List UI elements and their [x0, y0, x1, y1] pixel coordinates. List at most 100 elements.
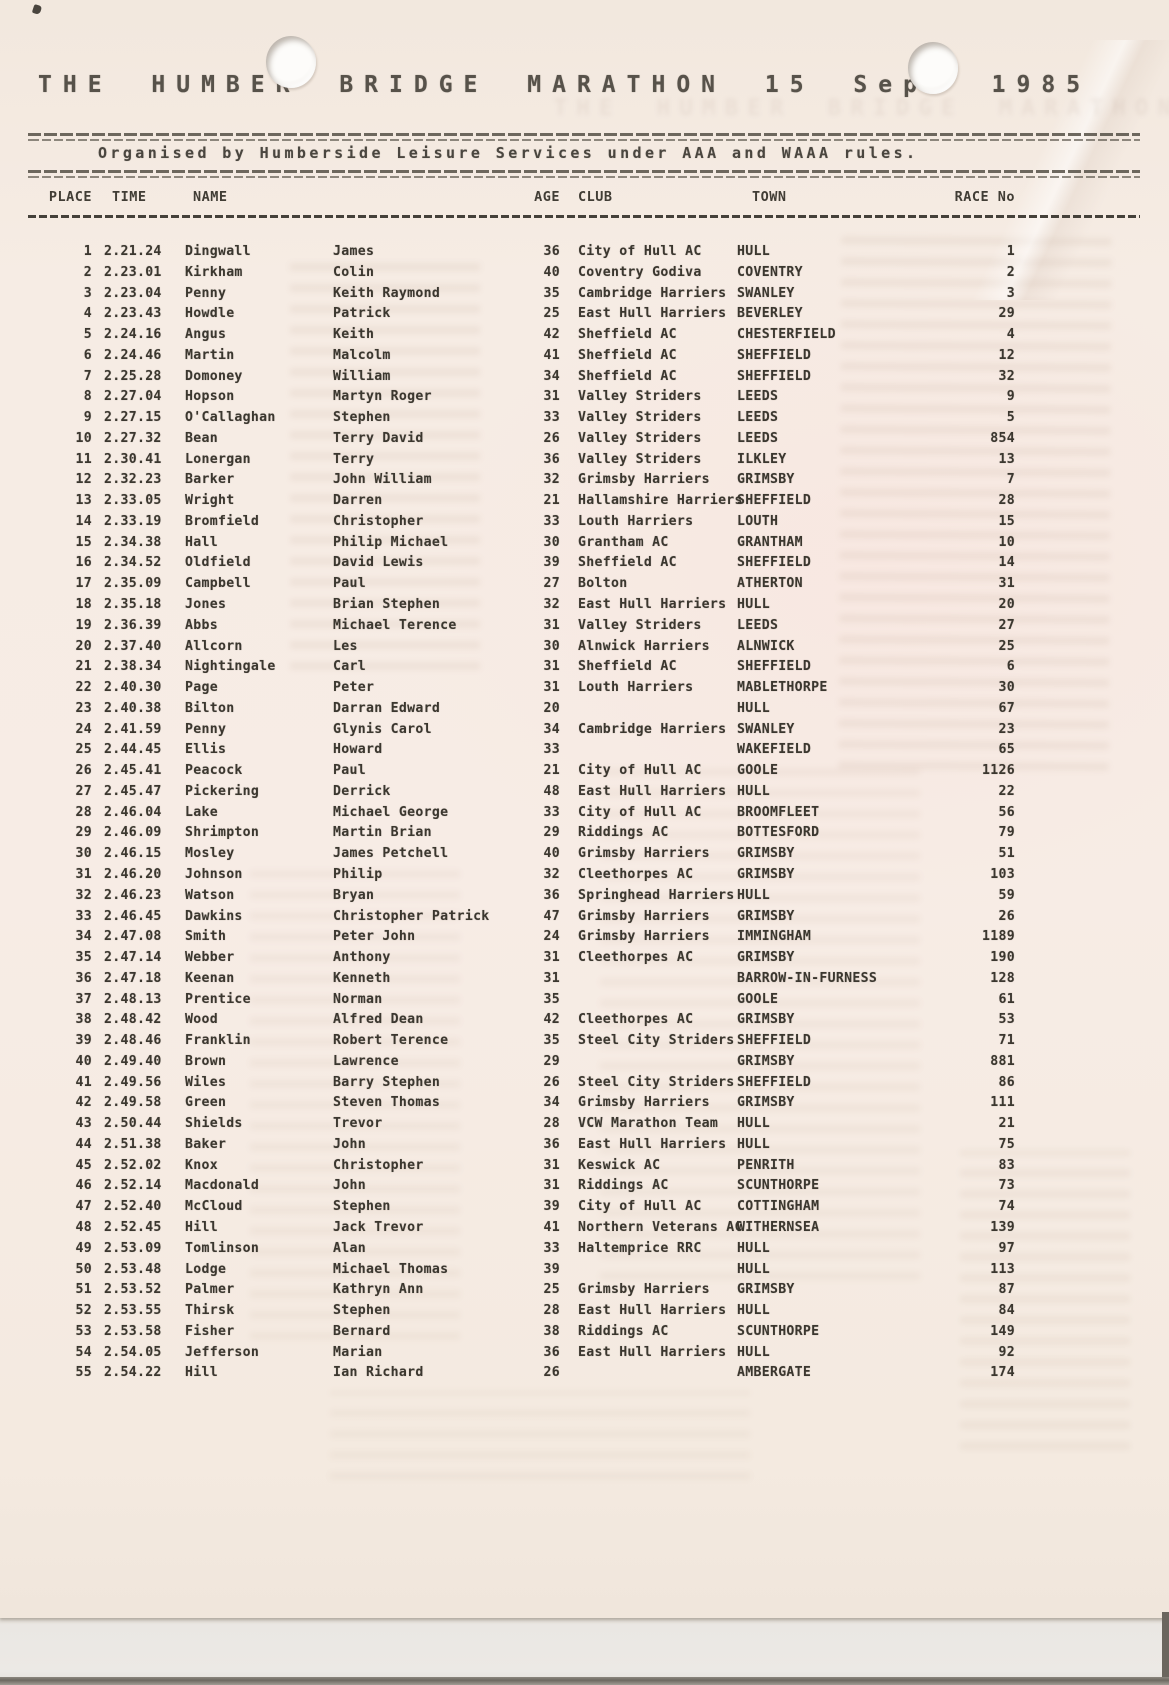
cell-forename: Patrick [333, 306, 391, 322]
cell-town: GRIMSBY [737, 472, 795, 488]
cell-town: LEEDS [737, 410, 779, 426]
cell-place: 45 [75, 1157, 92, 1173]
cell-surname: Jefferson [185, 1344, 260, 1360]
cell-race-no: 111 [990, 1095, 1015, 1111]
cell-club: City of Hull AC [578, 244, 702, 259]
table-row: 49 2.53.09 Tomlinson Alan 33 Haltemprice RRC H… [30, 1239, 1015, 1260]
cell-surname: Brown [185, 1053, 227, 1069]
cell-age: 31 [543, 389, 560, 405]
cell-race-no: 20 [998, 597, 1015, 613]
cell-age: 40 [543, 846, 560, 862]
cell-surname: O'Callaghan [185, 410, 276, 426]
cell-forename: John William [333, 472, 432, 488]
cell-age: 28 [543, 1303, 560, 1319]
cell-surname: Palmer [185, 1282, 235, 1298]
cell-time: 2.48.46 [104, 1033, 162, 1049]
cell-age: 32 [543, 597, 560, 613]
cell-time: 2.45.47 [104, 783, 162, 799]
cell-forename: Glynis Carol [333, 721, 432, 737]
cell-surname: Hill [185, 1219, 218, 1235]
cell-forename: David Lewis [333, 555, 424, 571]
cell-time: 2.45.41 [104, 763, 162, 779]
cell-age: 31 [543, 950, 560, 966]
cell-club: Sheffield AC [578, 327, 677, 343]
cell-race-no: 113 [990, 1261, 1015, 1277]
table-row: 4 2.23.43 Howdle Patrick 25 East Hull Harrier… [30, 304, 1015, 325]
cell-forename: Terry David [333, 430, 424, 446]
cell-town: SHEFFIELD [737, 659, 812, 675]
cell-race-no: 87 [998, 1282, 1015, 1298]
table-row: 44 2.51.38 Baker John 36 East Hull Harriers HU… [30, 1135, 1015, 1156]
cell-place: 22 [75, 680, 92, 696]
cell-time: 2.53.48 [104, 1261, 162, 1277]
cell-race-no: 59 [998, 887, 1015, 903]
cell-race-no: 74 [998, 1199, 1015, 1215]
cell-club: Haltemprice RRC [578, 1240, 702, 1256]
cell-club [560, 1363, 737, 1384]
cell-surname: Jones [185, 597, 227, 613]
cell-time: 2.27.32 [104, 430, 162, 446]
cell-age: 36 [543, 887, 560, 903]
cell-age: 35 [543, 285, 560, 301]
cell-race-no: 2 [1006, 264, 1015, 280]
cell-place: 31 [75, 866, 92, 882]
table-row: 3 2.23.04 Penny Keith Raymond 35 Cambridge Ha… [30, 284, 1015, 305]
cell-forename: Stephen [333, 1199, 391, 1215]
cell-age: 36 [543, 244, 560, 259]
cell-time: 2.52.14 [104, 1178, 162, 1194]
table-row: 52 2.53.55 Thirsk Stephen 28 East Hull Harrie… [30, 1301, 1015, 1322]
cell-forename: Christopher [333, 1157, 424, 1173]
cell-time: 2.52.02 [104, 1157, 162, 1173]
cell-forename: Peter [333, 680, 375, 696]
cell-time: 2.46.04 [104, 804, 162, 820]
cell-race-no: 10 [998, 534, 1015, 550]
cell-town: ILKLEY [737, 451, 787, 467]
cell-age: 34 [543, 721, 560, 737]
cell-town: AMBERGATE [737, 1365, 812, 1381]
cell-surname: McCloud [185, 1199, 243, 1215]
cell-time: 2.52.45 [104, 1219, 162, 1235]
cell-age: 31 [543, 617, 560, 633]
cell-forename: Paul [333, 763, 366, 779]
cell-forename: Howard [333, 742, 383, 758]
cell-club: Keswick AC [578, 1157, 661, 1173]
cell-town: LEEDS [737, 430, 779, 446]
cell-club: Cleethorpes AC [578, 1012, 694, 1028]
cell-time: 2.52.40 [104, 1199, 162, 1215]
cell-age: 20 [543, 700, 560, 716]
cell-time: 2.46.09 [104, 825, 162, 841]
cell-race-no: 14 [998, 555, 1015, 571]
table-row: 11 2.30.41 Lonergan Terry 36 Valley Striders I… [30, 450, 1015, 471]
cell-time: 2.23.04 [104, 285, 162, 301]
cell-time: 2.46.15 [104, 846, 162, 862]
cell-time: 2.53.52 [104, 1282, 162, 1298]
cell-surname: Macdonald [185, 1178, 260, 1194]
cell-age: 30 [543, 534, 560, 550]
cell-place: 18 [75, 597, 92, 613]
cell-time: 2.46.45 [104, 908, 162, 924]
cell-club: Springhead Harriers [578, 887, 735, 903]
cell-age: 31 [543, 1178, 560, 1194]
cell-place: 9 [83, 410, 92, 426]
cell-age: 26 [543, 430, 560, 446]
cell-age: 26 [543, 1365, 560, 1381]
cell-club: Northern Veterans AC [578, 1219, 743, 1235]
cell-place: 35 [75, 950, 92, 966]
cell-surname: Tomlinson [185, 1240, 260, 1256]
cell-club: East Hull Harriers [578, 1303, 727, 1319]
cell-age: 27 [543, 576, 560, 592]
cell-race-no: 26 [998, 908, 1015, 924]
cell-place: 33 [75, 908, 92, 924]
cell-surname: Bilton [185, 700, 235, 716]
table-row: 5 2.24.16 Angus Keith 42 Sheffield AC CHESTERF… [30, 325, 1015, 346]
cell-race-no: 92 [998, 1344, 1015, 1360]
cell-club: Hallamshire Harriers [578, 493, 743, 509]
cell-race-no: 6 [1006, 659, 1015, 675]
cell-surname: Fisher [185, 1323, 235, 1339]
cell-time: 2.48.42 [104, 1012, 162, 1028]
cell-town: SCUNTHORPE [737, 1178, 820, 1194]
cell-time: 2.49.40 [104, 1053, 162, 1069]
cell-age: 31 [543, 659, 560, 675]
cell-place: 23 [75, 700, 92, 716]
cell-place: 51 [75, 1282, 92, 1298]
